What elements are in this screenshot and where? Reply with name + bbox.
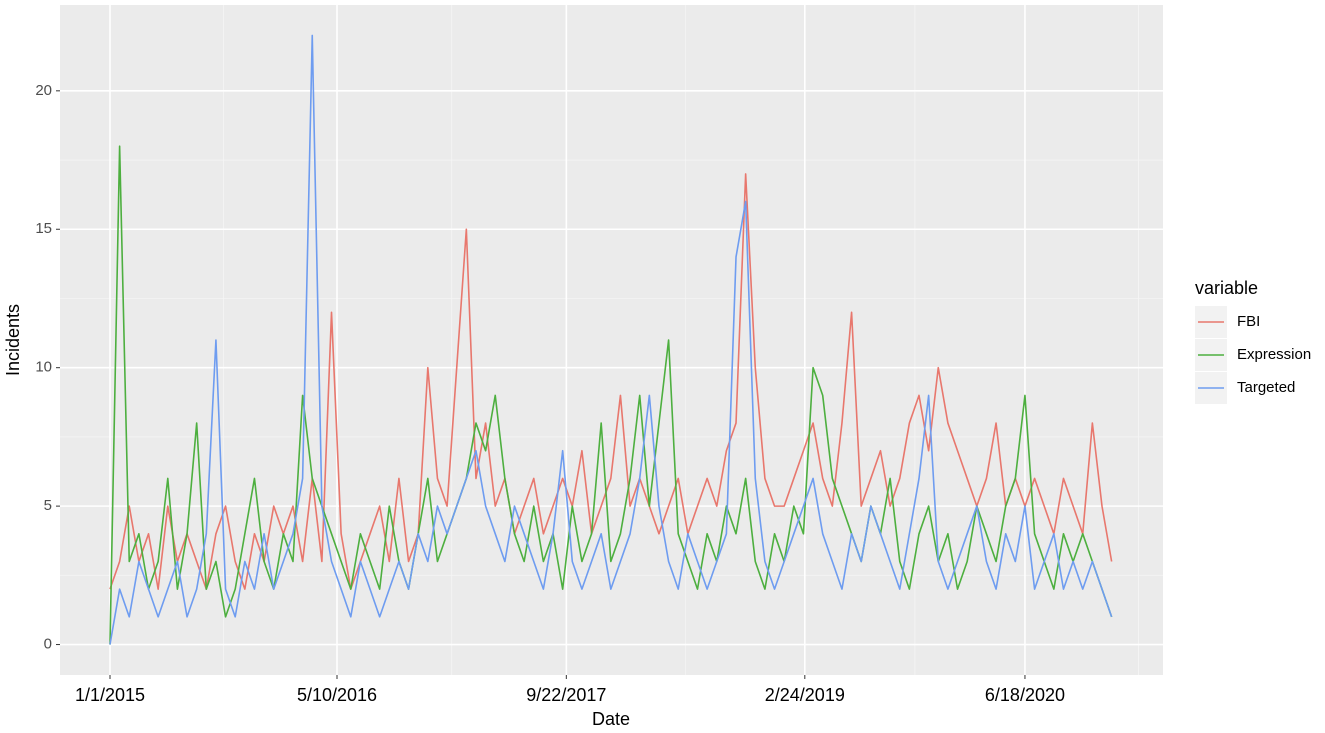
legend-label: Targeted [1237, 379, 1295, 396]
x-tick-label: 5/10/2016 [297, 685, 377, 705]
series-line [109, 145, 1113, 645]
y-tick-label: 20 [35, 82, 52, 99]
x-tick-label: 6/18/2020 [985, 685, 1065, 705]
legend-label: Expression [1237, 346, 1311, 363]
x-tick-label: 1/1/2015 [75, 685, 145, 705]
y-tick-label: 5 [44, 497, 52, 514]
y-tick-label: 0 [44, 636, 52, 653]
x-tick-label: 9/22/2017 [526, 685, 606, 705]
series-line [109, 173, 1113, 590]
y-tick-label: 15 [35, 220, 52, 237]
series-line [109, 34, 1113, 645]
x-axis-title: Date [592, 709, 630, 729]
legend-title: variable [1195, 278, 1258, 298]
y-tick-label: 10 [35, 359, 52, 376]
y-axis-title: Incidents [3, 304, 23, 376]
x-tick-label: 2/24/2019 [765, 685, 845, 705]
legend-label: FBI [1237, 313, 1260, 330]
